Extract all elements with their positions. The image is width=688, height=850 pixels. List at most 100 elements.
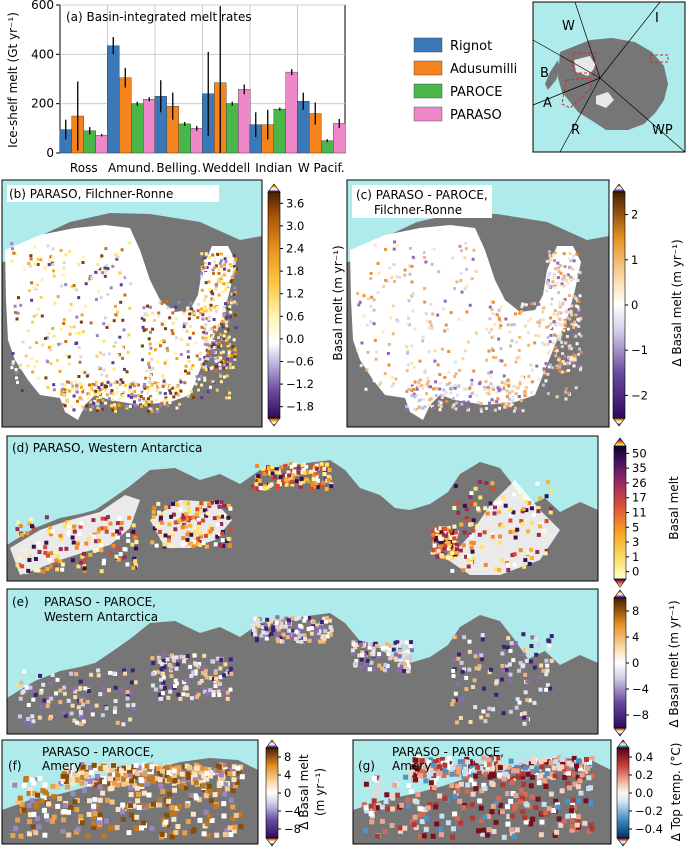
heatmap-cell (520, 809, 526, 815)
heatmap-cell (462, 635, 467, 640)
heatmap-cell (414, 766, 420, 772)
heatmap-cell (150, 357, 154, 361)
heatmap-cell (377, 652, 382, 657)
heatmap-cell (553, 333, 557, 337)
heatmap-cell (78, 814, 84, 820)
heatmap-cell (369, 320, 373, 324)
heatmap-cell (566, 327, 570, 331)
heatmap-cell (75, 541, 80, 546)
heatmap-cell (498, 522, 503, 527)
heatmap-cell (520, 509, 525, 514)
heatmap-cell (203, 672, 208, 677)
heatmap-cell (125, 406, 129, 410)
heatmap-cell (142, 398, 146, 402)
heatmap-cell (383, 785, 389, 791)
heatmap-cell (233, 347, 237, 351)
heatmap-cell (508, 758, 514, 764)
heatmap-cell (127, 785, 133, 791)
heatmap-cell (510, 339, 514, 343)
heatmap-cell (62, 803, 68, 808)
heatmap-cell (214, 346, 218, 350)
heatmap-cell (81, 788, 87, 794)
heatmap-cell (567, 308, 571, 311)
heatmap-cell (146, 313, 150, 317)
heatmap-cell (447, 370, 451, 374)
heatmap-cell (468, 720, 473, 724)
heatmap-cell (64, 784, 70, 790)
heatmap-cell (290, 482, 295, 487)
heatmap-cell (21, 548, 26, 553)
heatmap-cell (31, 370, 35, 374)
heatmap-cell (35, 285, 39, 289)
heatmap-cell (88, 770, 94, 776)
heatmap-cell (544, 548, 549, 553)
heatmap-cell (527, 307, 531, 311)
heatmap-cell (145, 781, 151, 787)
heatmap-cell (383, 668, 387, 673)
heatmap-cell (151, 366, 155, 370)
heatmap-cell (226, 357, 229, 361)
heatmap-cell (567, 284, 571, 288)
heatmap-cell (55, 677, 60, 682)
heatmap-cell (113, 403, 117, 407)
heatmap-cell (92, 389, 96, 393)
panel-d-heatmap: (d) PARASO, Western Antarctica 503526171… (6, 435, 681, 588)
heatmap-cell (234, 779, 240, 785)
heatmap-cell (120, 777, 126, 783)
heatmap-cell (132, 384, 136, 388)
heatmap-cell (140, 344, 144, 348)
heatmap-cell (457, 759, 463, 765)
heatmap-cell (181, 692, 186, 697)
heatmap-cell (522, 564, 527, 569)
heatmap-cell (524, 508, 529, 513)
heatmap-cell (426, 760, 432, 766)
heatmap-cell (70, 535, 75, 540)
heatmap-cell (190, 311, 194, 315)
heatmap-cell (518, 382, 522, 386)
heatmap-cell (446, 328, 450, 332)
heatmap-cell (523, 672, 528, 677)
heatmap-cell (213, 350, 217, 354)
heatmap-cell (79, 762, 85, 767)
inset-box-west (561, 77, 593, 109)
heatmap-cell (15, 376, 18, 380)
heatmap-cell (428, 320, 432, 324)
panel-a-legend-label: Rignot (450, 39, 492, 54)
heatmap-cell (462, 400, 466, 404)
heatmap-cell (423, 256, 426, 259)
heatmap-cell (576, 317, 580, 321)
heatmap-cell (569, 357, 572, 361)
panel-f-title-line1: PARASO - PAROCE, (42, 745, 154, 759)
heatmap-cell (464, 387, 468, 391)
heatmap-cell (542, 367, 546, 371)
heatmap-cell (142, 823, 147, 828)
heatmap-cell (106, 515, 110, 520)
heatmap-cell (223, 782, 229, 788)
heatmap-cell (573, 262, 576, 266)
heatmap-cell (315, 623, 320, 628)
heatmap-cell (485, 327, 489, 331)
heatmap-cell (479, 715, 484, 720)
heatmap-cell (191, 331, 195, 335)
heatmap-cell (106, 380, 110, 384)
heatmap-cell (475, 524, 480, 529)
heatmap-cell (388, 266, 392, 270)
heatmap-cell (546, 372, 550, 376)
heatmap-cell (390, 276, 394, 280)
heatmap-cell (129, 680, 134, 685)
heatmap-cell (522, 765, 528, 771)
heatmap-cell (128, 803, 134, 808)
heatmap-cell (548, 686, 553, 691)
heatmap-cell (562, 284, 566, 288)
heatmap-cell (112, 319, 116, 323)
heatmap-cell (477, 532, 482, 537)
heatmap-cell (461, 774, 467, 779)
heatmap-cell (202, 508, 207, 513)
heatmap-cell (197, 388, 200, 392)
heatmap-cell (506, 323, 510, 327)
heatmap-cell (156, 797, 162, 802)
heatmap-cell (539, 810, 545, 816)
heatmap-cell (130, 392, 134, 395)
heatmap-cell (114, 409, 117, 413)
heatmap-cell (191, 544, 196, 549)
